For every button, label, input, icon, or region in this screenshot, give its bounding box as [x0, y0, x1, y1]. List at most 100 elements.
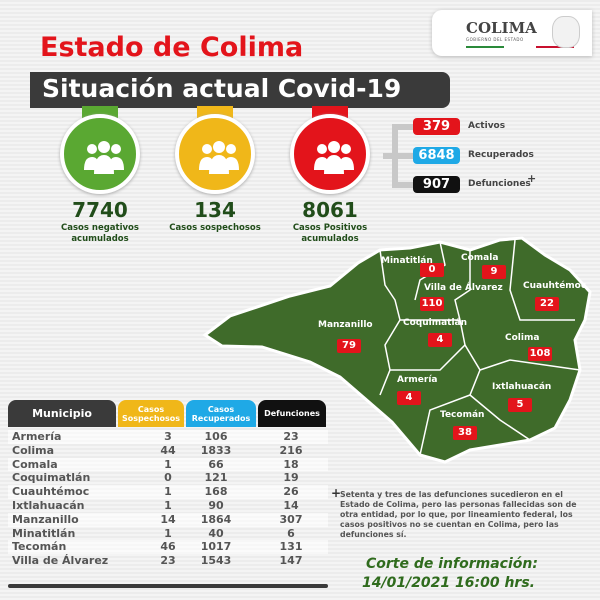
map-municipality-label: Armería	[397, 375, 438, 385]
breakdown-mark: +	[527, 172, 537, 185]
map-municipality-label: Comala	[461, 253, 499, 263]
stat-value: 7740	[72, 198, 128, 222]
cutoff-label: Corte de información:	[366, 556, 538, 572]
map-municipality-value: 110	[420, 297, 444, 311]
table-row: Comala 1 66 18	[8, 457, 328, 472]
defunciones-cell: 147	[279, 554, 303, 568]
breakdown-value: 6848	[413, 147, 460, 164]
municipal-borders	[379, 239, 581, 456]
defunciones-cell: 19	[283, 471, 299, 485]
municipio-cell: Villa de Álvarez	[12, 554, 109, 568]
colima-logo: COLIMA GOBIERNO DEL ESTADO	[432, 10, 592, 56]
defunciones-cell: 18	[283, 457, 299, 471]
municipio-cell: Minatitlán	[12, 526, 76, 540]
breakdown-value: 907	[413, 176, 460, 193]
people-icon	[314, 141, 354, 174]
stat-value: 134	[194, 198, 236, 222]
map-municipality-value: 4	[397, 391, 421, 405]
recuperados-cell: 1833	[200, 443, 232, 457]
cutoff-datetime: 14/01/2021 16:00 hrs.	[362, 575, 535, 591]
table-row: Armería 3 106 23	[8, 430, 328, 444]
state-seal-icon	[552, 16, 580, 48]
map-municipality-value: 4	[428, 333, 452, 347]
breakdown-label: Recuperados	[468, 150, 534, 160]
map-municipality-label: Ixtlahuacán	[492, 382, 552, 392]
map-municipality-value: 5	[508, 398, 532, 412]
sospechosos-cell: 1	[164, 485, 172, 499]
stat-label: Casos negativos acumulados	[61, 223, 139, 244]
recuperados-cell: 106	[204, 430, 228, 443]
stat-value: 8061	[302, 198, 358, 222]
map-municipality-value: 108	[528, 347, 552, 361]
stat-circle	[60, 114, 140, 194]
sospechosos-cell: 3	[164, 430, 172, 443]
table-bottom-bar	[8, 584, 328, 588]
recuperados-cell: 40	[208, 526, 224, 540]
municipio-cell: Colima	[12, 443, 55, 457]
sospechosos-cell: 1	[164, 526, 172, 540]
logo-subtext: GOBIERNO DEL ESTADO	[466, 37, 524, 42]
map-municipality-value: 0	[420, 263, 444, 277]
defunciones-cell: 216	[279, 443, 303, 457]
page-title: Estado de Colima	[40, 32, 304, 63]
breakdown-label: Activos	[468, 121, 506, 131]
table-row: Tecomán 46 1017 131	[8, 540, 328, 555]
table-row: Villa de Álvarez 23 1543 147	[8, 554, 328, 568]
defunciones-cell: 26	[283, 485, 299, 499]
municipio-cell: Comala	[12, 457, 58, 471]
breakdown-value: 379	[413, 118, 460, 135]
stat-circle	[290, 114, 370, 194]
logo-text: COLIMA	[466, 19, 537, 37]
table-row: Coquimatlán 0 121 19	[8, 471, 328, 485]
map-municipality-value: 79	[337, 339, 361, 353]
footnote: + Setenta y tres de las defunciones suce…	[331, 487, 590, 540]
header-municipio: Municipio	[8, 400, 116, 427]
municipio-cell: Manzanillo	[12, 512, 79, 526]
table-row: Cuauhtémoc 1 168 26	[8, 485, 328, 499]
recuperados-cell: 121	[204, 471, 228, 485]
people-icon	[84, 141, 124, 174]
table-row: Colima 44 1833 216	[8, 444, 328, 458]
map-municipality-label: Villa de Álvarez	[424, 283, 503, 293]
defunciones-cell: 6	[287, 526, 295, 540]
footnote-mark: +	[331, 486, 342, 500]
sospechosos-cell: 46	[160, 540, 176, 554]
table-row: Ixtlahuacán 1 90 14	[8, 499, 328, 513]
stat-label: Casos sospechosos	[169, 223, 261, 233]
map-municipality-label: Manzanillo	[318, 320, 373, 330]
table-row: Minatitlán 1 40 6	[8, 527, 328, 541]
map-municipality-label: Colima	[505, 333, 540, 343]
map-municipality-label: Minatitlán	[381, 256, 433, 266]
subtitle-banner: Situación actual Covid-19	[30, 72, 450, 108]
municipio-cell: Coquimatlán	[12, 471, 91, 485]
map-municipality-value: 22	[535, 297, 559, 311]
flag-stripe	[466, 46, 574, 48]
defunciones-cell: 23	[283, 430, 299, 443]
recuperados-cell: 1543	[200, 554, 232, 568]
map-municipality-value: 9	[482, 265, 506, 279]
map-municipality-label: Tecomán	[440, 410, 485, 420]
recuperados-cell: 66	[208, 457, 224, 471]
sospechosos-cell: 14	[160, 512, 176, 526]
header-sospechosos: Casos Sospechosos	[118, 400, 184, 427]
sospechosos-cell: 0	[164, 471, 172, 485]
defunciones-cell: 307	[279, 512, 303, 526]
municipio-cell: Cuauhtémoc	[12, 485, 90, 499]
recuperados-cell: 168	[204, 485, 228, 499]
defunciones-cell: 14	[283, 499, 299, 512]
municipio-cell: Armería	[12, 430, 62, 443]
table-row: Manzanillo 14 1864 307	[8, 512, 328, 527]
header-defunciones: Defunciones	[258, 400, 326, 427]
stat-label: Casos Positivos acumulados	[292, 223, 368, 244]
stat-circle	[175, 114, 255, 194]
cutoff-info: Corte de información: 14/01/2021 16:00 h…	[362, 555, 538, 593]
map-municipality-value: 38	[453, 426, 477, 440]
breakdown-label: Defunciones	[468, 179, 531, 189]
sospechosos-cell: 44	[160, 443, 176, 457]
bracket-connector	[383, 124, 413, 188]
map-municipality-label: Coquimatlán	[403, 318, 468, 328]
sospechosos-cell: 23	[160, 554, 176, 568]
people-icon	[199, 141, 239, 174]
map-municipality-label: Cuauhtémoc	[523, 281, 587, 291]
